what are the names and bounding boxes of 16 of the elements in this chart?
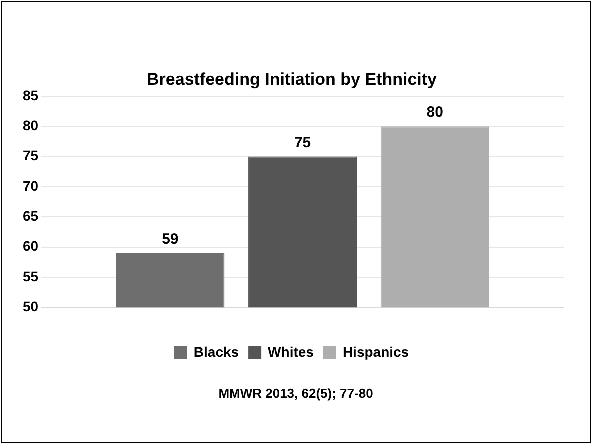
text: MMWR 2013, 62(5); 77-80 bbox=[218, 386, 374, 401]
y-tick-label: 80 bbox=[22, 117, 39, 134]
legend-label: Blacks bbox=[194, 344, 240, 360]
data-label: 80 bbox=[426, 104, 444, 122]
y-tick-label: 85 bbox=[22, 87, 39, 104]
y-tick-label: 70 bbox=[22, 178, 39, 194]
data-label: 75 bbox=[294, 134, 312, 152]
legend-label: Whites bbox=[268, 344, 314, 360]
y-tick-label: 65 bbox=[22, 208, 39, 224]
y-tick-label: 50 bbox=[22, 298, 39, 314]
data-label: 59 bbox=[162, 230, 179, 248]
legend-label: Hispanics bbox=[342, 344, 410, 360]
y-tick-label: 75 bbox=[22, 148, 39, 164]
chart-title: Breastfeeding Initiation by Ethnicity bbox=[147, 70, 438, 89]
y-tick-label: 60 bbox=[22, 238, 39, 254]
y-tick-label: 55 bbox=[22, 268, 39, 284]
